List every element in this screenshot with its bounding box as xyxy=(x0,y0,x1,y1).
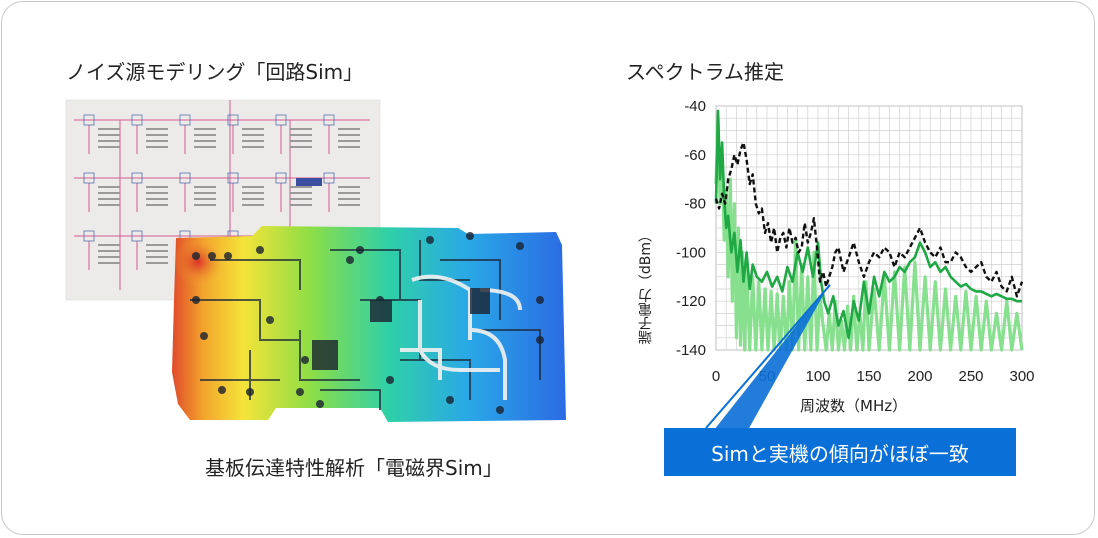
em-sim-caption: 基板伝達特性解析「電磁界Sim」 xyxy=(205,456,503,480)
y-tick-label: -40 xyxy=(684,98,706,115)
y-tick-label: -100 xyxy=(676,244,706,261)
spectrum-chart: 050100150200250300-140-120-100-80-60-40 xyxy=(676,98,1035,430)
x-tick-label: 100 xyxy=(805,368,830,385)
x-tick-label: 300 xyxy=(1009,368,1034,385)
callout-pointer-line xyxy=(705,284,831,429)
circuit-sim-heading: ノイズ源モデリング「回路Sim」 xyxy=(66,60,364,84)
y-tick-label: -120 xyxy=(676,293,706,310)
x-tick-label: 150 xyxy=(856,368,881,385)
callout-box: Simと実機の傾向がほぼ一致 xyxy=(664,428,1016,476)
callout-pointer xyxy=(714,283,830,430)
y-tick-label: -80 xyxy=(684,196,706,213)
y-tick-label: -140 xyxy=(676,342,706,359)
pcb-heatmap-image xyxy=(172,226,566,422)
spectrum-heading: スペクトラム推定 xyxy=(626,60,784,84)
series-line-dark-green xyxy=(714,109,1022,340)
x-tick-label: 250 xyxy=(958,368,983,385)
y-tick-label: -60 xyxy=(684,147,706,164)
y-axis-label: 端子電力（dBm） xyxy=(638,228,654,345)
x-axis-label: 周波数（MHz） xyxy=(800,397,908,415)
x-tick-label: 200 xyxy=(907,368,932,385)
series-line-black-dashed xyxy=(714,141,1024,298)
x-tick-label: 0 xyxy=(712,368,720,385)
series-line-light-green-spiky xyxy=(714,116,1024,352)
